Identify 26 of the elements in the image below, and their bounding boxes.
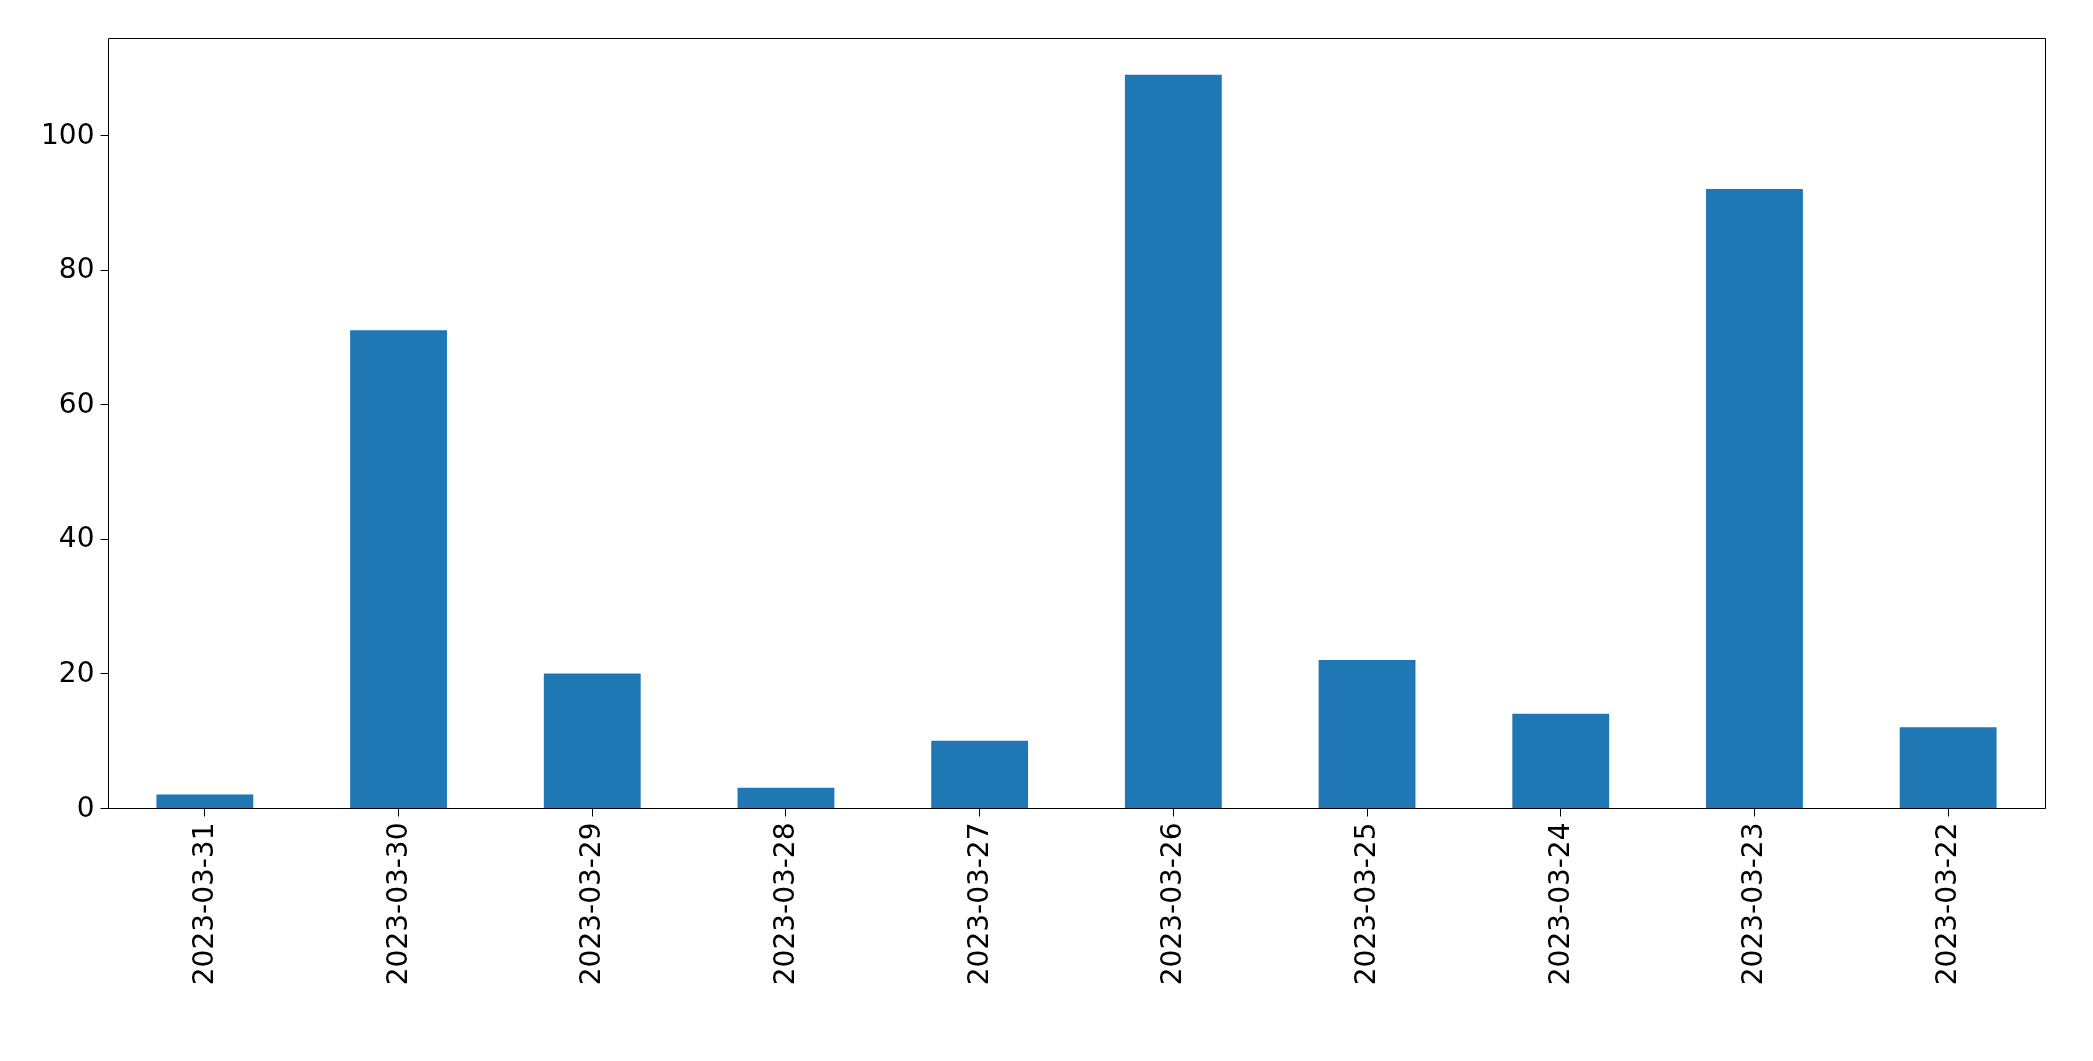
bar [350,330,447,808]
x-tick-label: 2023-03-22 [1930,822,1964,986]
bar [1512,713,1610,808]
bar [156,794,254,808]
bar [543,673,641,808]
bar [737,787,835,808]
bar [1899,727,1997,808]
x-tick-label: 2023-03-30 [380,822,414,986]
x-tick-label: 2023-03-23 [1736,822,1770,986]
bar [1706,189,1803,808]
x-tick-label: 2023-03-27 [961,822,995,986]
x-tick-label: 2023-03-29 [574,822,608,986]
x-tick-label: 2023-03-31 [186,822,220,986]
y-tick-label: 0 [76,790,95,824]
x-tick-label: 2023-03-24 [1542,822,1576,986]
x-tick-label: 2023-03-26 [1155,822,1189,986]
y-tick-label: 20 [58,655,95,689]
y-tick-label: 40 [58,521,95,555]
x-tick-label: 2023-03-25 [1349,822,1383,986]
bar [1124,74,1222,808]
bar [1318,659,1416,808]
y-tick-label: 100 [41,117,95,151]
y-tick-label: 60 [58,386,95,420]
x-tick-label: 2023-03-28 [767,822,801,986]
bar [931,740,1029,808]
y-tick-label: 80 [58,252,95,286]
